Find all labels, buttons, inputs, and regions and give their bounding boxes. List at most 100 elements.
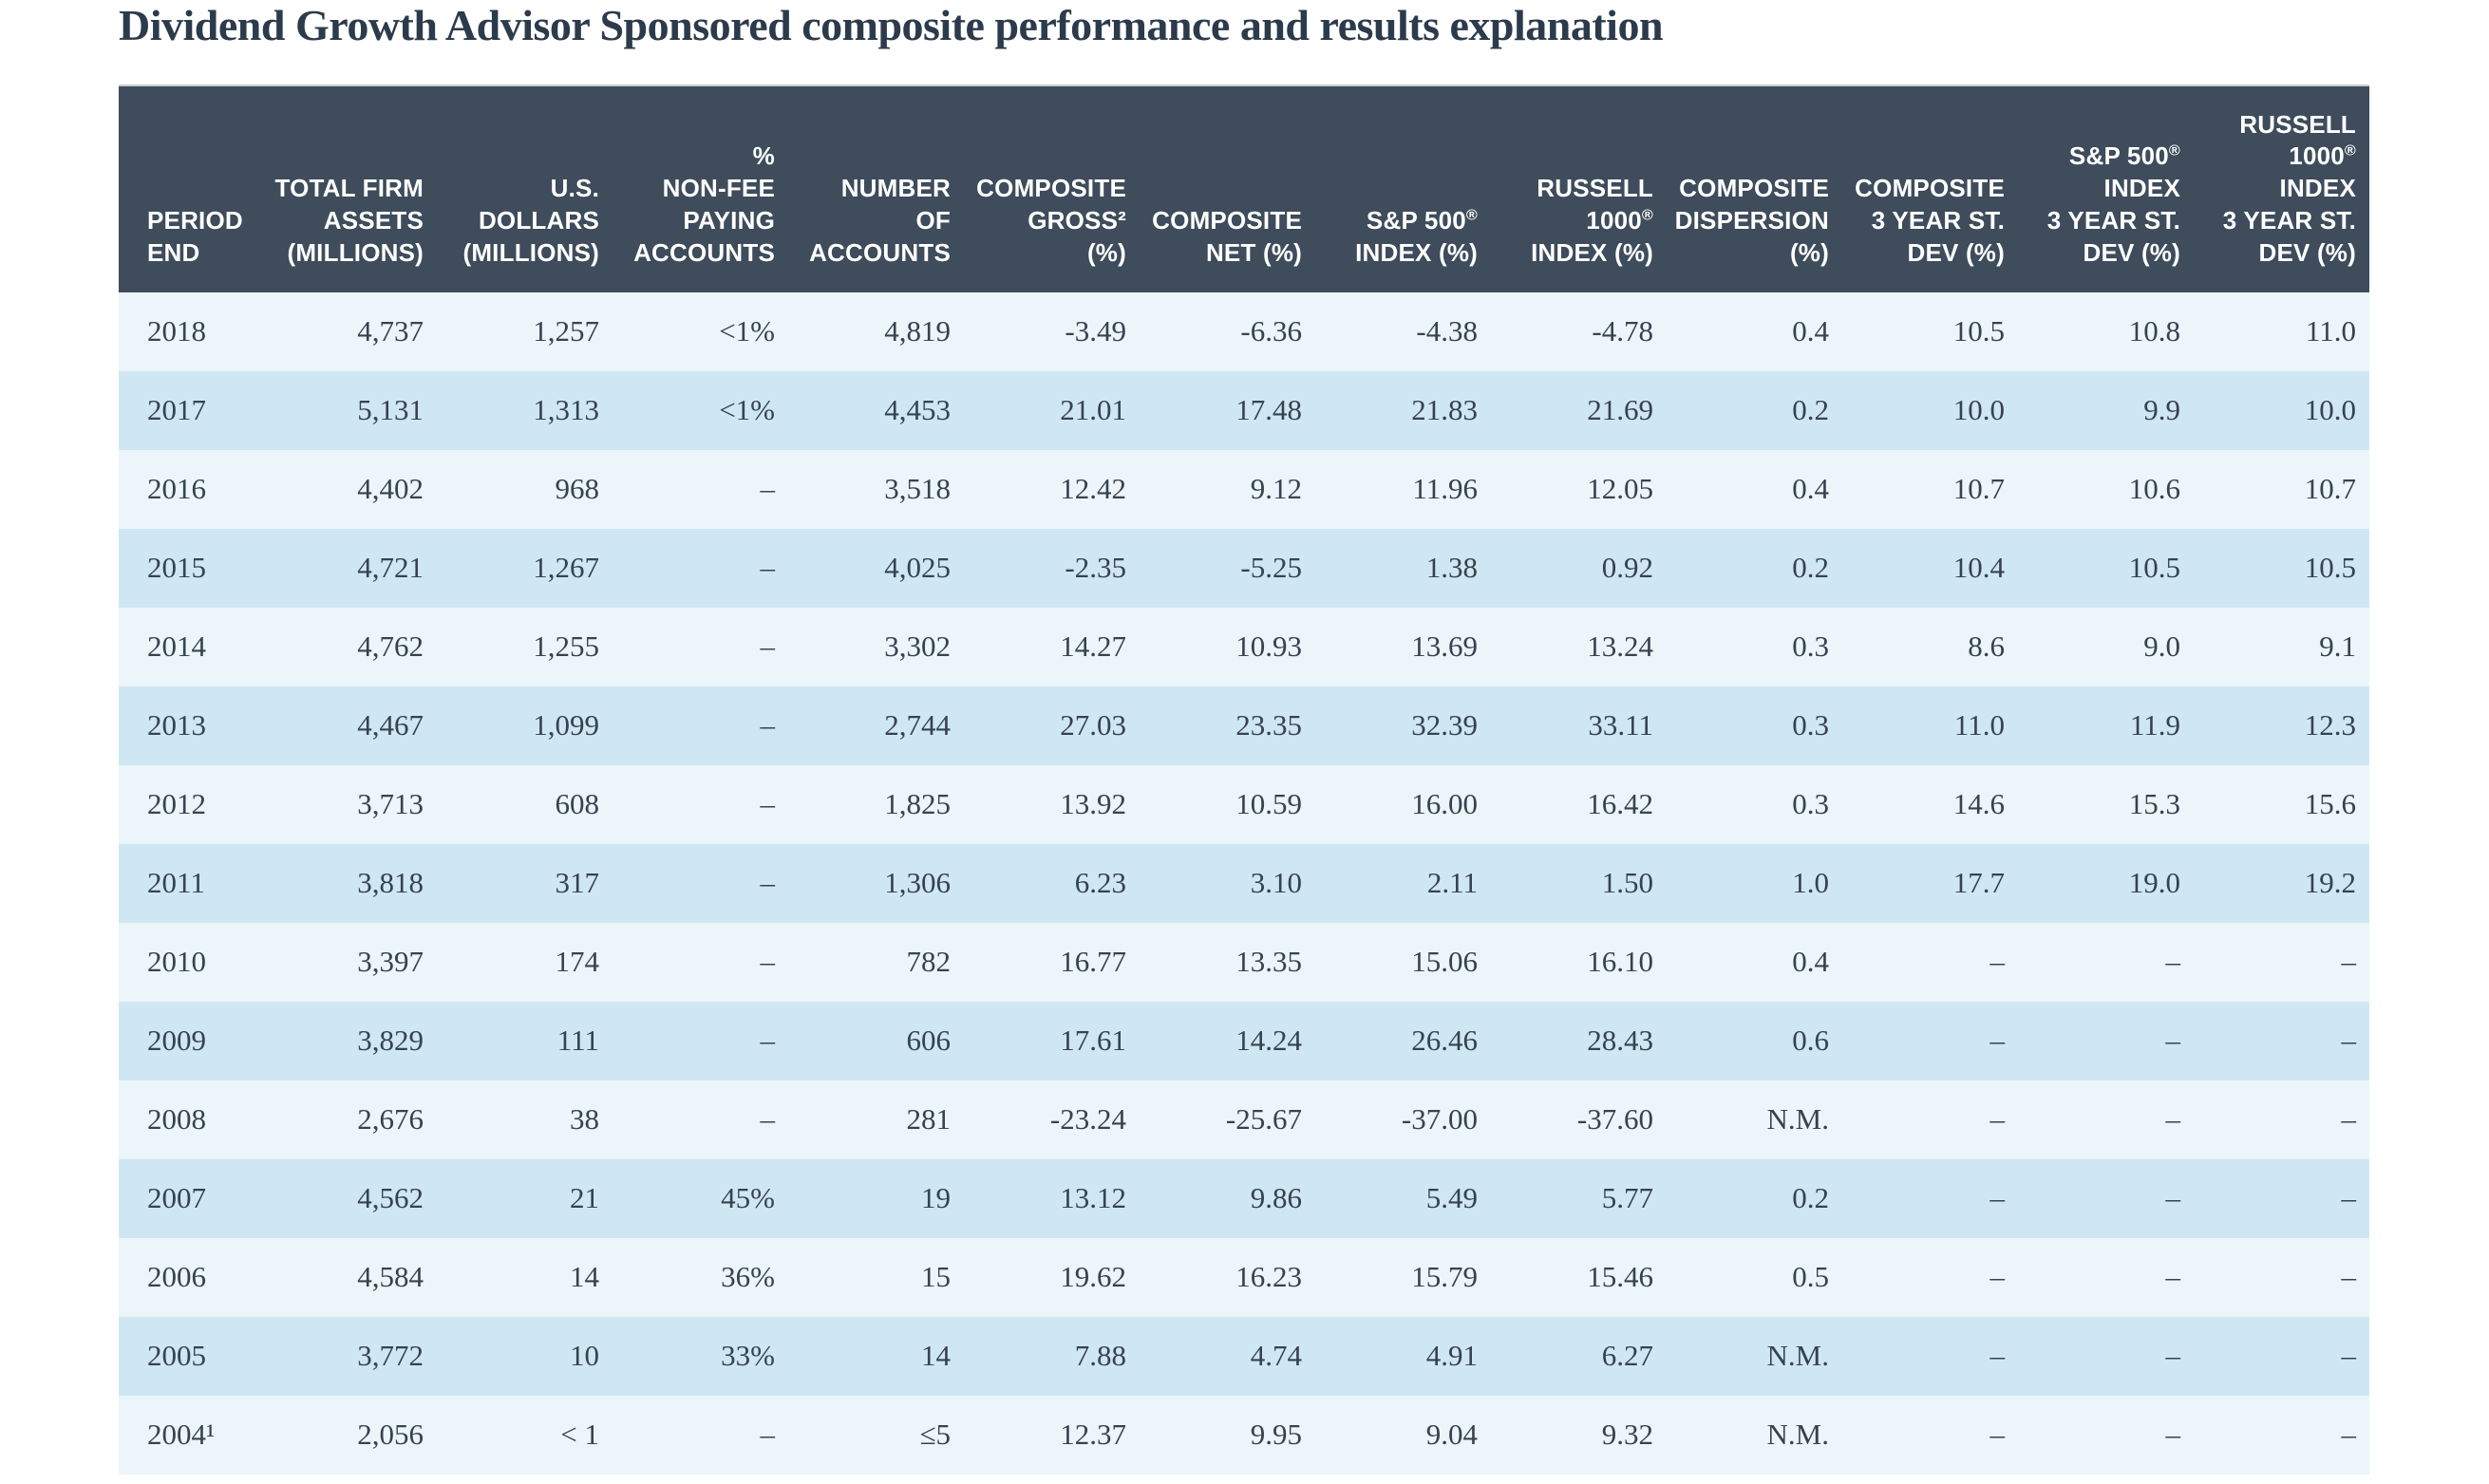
- cell-composite_dispersion: 0.4: [1792, 472, 1829, 506]
- cell-sp500_index: 5.49: [1425, 1181, 1478, 1215]
- table-row: 2009 3,829 111 – 606 17.61 14.24 26.46 28.43 0.6 –…: [119, 1001, 2369, 1080]
- cell-composite_net: -25.67: [1225, 1102, 1302, 1136]
- cell-pct_non_fee_paying: –: [760, 708, 776, 742]
- cell-sp500_3yr_stdev: 10.6: [2128, 472, 2180, 506]
- cell-sp500_index: 32.39: [1411, 708, 1478, 742]
- cell-composite_dispersion: N.M.: [1766, 1418, 1829, 1452]
- cell-us_dollars: 968: [555, 472, 600, 506]
- cell-us_dollars: 1,257: [533, 314, 599, 348]
- column-header-composite_net: COMPOSITE NET (%): [1140, 85, 1315, 292]
- cell-pct_non_fee_paying: <1%: [719, 393, 775, 427]
- cell-composite_gross: -3.49: [1065, 314, 1126, 348]
- cell-russell1000_index: 21.69: [1587, 393, 1653, 427]
- table-body: 2018 4,737 1,257 <1% 4,819 -3.49 -6.36 -4.38 -4.…: [119, 291, 2369, 1475]
- cell-sp500_3yr_stdev: –: [2165, 1024, 2181, 1058]
- cell-total_firm_assets: 4,402: [357, 472, 424, 506]
- cell-us_dollars: 14: [570, 1260, 599, 1294]
- cell-composite_net: 17.48: [1235, 393, 1302, 427]
- cell-sp500_index: 11.96: [1412, 472, 1478, 506]
- column-header-total_firm_assets: TOTAL FIRM ASSETS (MILLIONS): [261, 85, 437, 292]
- cell-composite_gross: 13.12: [1060, 1181, 1126, 1215]
- cell-russell1000_3yr_stdev: –: [2341, 1260, 2357, 1294]
- cell-number_of_accounts: 606: [906, 1024, 952, 1058]
- cell-russell1000_3yr_stdev: 12.3: [2304, 708, 2356, 742]
- cell-composite_gross: 17.61: [1060, 1024, 1126, 1058]
- cell-russell1000_3yr_stdev: 9.1: [2319, 629, 2356, 664]
- table-row: 2010 3,397 174 – 782 16.77 13.35 15.06 16.10 0.4 –…: [119, 922, 2369, 1002]
- cell-sp500_index: 2.11: [1426, 866, 1478, 900]
- cell-composite_net: 9.86: [1250, 1181, 1302, 1215]
- cell-russell1000_3yr_stdev: 10.5: [2304, 551, 2356, 585]
- cell-number_of_accounts: 4,025: [884, 551, 951, 585]
- cell-number_of_accounts: 4,453: [884, 393, 951, 427]
- cell-period_end: 2004¹: [147, 1418, 216, 1452]
- cell-number_of_accounts: 1,825: [884, 787, 951, 821]
- cell-composite_dispersion: 0.4: [1792, 314, 1829, 348]
- table-row: 2012 3,713 608 – 1,825 13.92 10.59 16.00 16.42 0.…: [119, 764, 2369, 844]
- table-row: 2017 5,131 1,313 <1% 4,453 21.01 17.48 21.83 21.…: [119, 370, 2369, 450]
- table-row: 2008 2,676 38 – 281 -23.24 -25.67 -37.00 -37.60 N…: [119, 1080, 2369, 1159]
- cell-sp500_3yr_stdev: –: [2165, 1181, 2181, 1215]
- cell-russell1000_3yr_stdev: 15.6: [2304, 787, 2356, 821]
- cell-russell1000_index: 16.42: [1587, 787, 1653, 821]
- cell-russell1000_3yr_stdev: –: [2341, 1102, 2357, 1136]
- table-row: 2005 3,772 10 33% 14 7.88 4.74 4.91 6.27 N.M. – – –: [119, 1316, 2369, 1396]
- cell-pct_non_fee_paying: –: [760, 1024, 776, 1058]
- cell-us_dollars: 1,313: [533, 393, 599, 427]
- cell-russell1000_index: 1.50: [1601, 866, 1653, 900]
- cell-composite_net: 9.12: [1250, 472, 1302, 506]
- cell-composite_gross: 6.23: [1074, 866, 1126, 900]
- cell-composite_dispersion: 0.6: [1792, 1024, 1829, 1058]
- cell-russell1000_index: 5.77: [1601, 1181, 1653, 1215]
- cell-pct_non_fee_paying: –: [760, 472, 776, 506]
- table-row: 2004¹ 2,056 < 1 – ≤5 12.37 9.95 9.04 9.32 N.M. – – –: [119, 1395, 2369, 1475]
- table-header: PERIOD END TOTAL FIRM ASSETS (MILLIONS) U.S. D…: [119, 85, 2369, 292]
- cell-composite_3yr_stdev: 10.0: [1952, 393, 2005, 427]
- cell-composite_dispersion: 0.5: [1792, 1260, 1829, 1294]
- cell-us_dollars: 174: [555, 945, 600, 979]
- cell-period_end: 2016: [147, 472, 206, 506]
- cell-composite_gross: -2.35: [1065, 551, 1126, 585]
- cell-russell1000_index: 9.32: [1601, 1418, 1653, 1452]
- cell-period_end: 2018: [147, 314, 206, 348]
- cell-period_end: 2017: [147, 393, 206, 427]
- cell-sp500_3yr_stdev: –: [2165, 1339, 2181, 1373]
- cell-russell1000_index: 13.24: [1587, 629, 1653, 664]
- column-header-composite_gross: COMPOSITE GROSS² (%): [964, 85, 1140, 292]
- cell-period_end: 2007: [147, 1181, 206, 1215]
- cell-pct_non_fee_paying: –: [760, 629, 776, 664]
- cell-sp500_3yr_stdev: 19.0: [2128, 866, 2180, 900]
- column-header-composite_dispersion: COMPOSITE DISPERSION (%): [1667, 85, 1842, 292]
- cell-russell1000_3yr_stdev: –: [2341, 1339, 2357, 1373]
- cell-composite_3yr_stdev: 10.7: [1952, 472, 2005, 506]
- cell-sp500_3yr_stdev: –: [2165, 945, 2181, 979]
- cell-pct_non_fee_paying: –: [760, 787, 776, 821]
- column-header-number_of_accounts: NUMBER OF ACCOUNTS: [788, 85, 964, 292]
- cell-composite_net: 9.95: [1250, 1418, 1302, 1452]
- cell-russell1000_3yr_stdev: 11.0: [2305, 314, 2356, 348]
- cell-composite_dispersion: 0.3: [1792, 629, 1829, 664]
- cell-number_of_accounts: 14: [921, 1339, 951, 1373]
- cell-period_end: 2008: [147, 1102, 206, 1136]
- cell-composite_3yr_stdev: –: [1989, 1339, 2006, 1373]
- table-row: 2016 4,402 968 – 3,518 12.42 9.12 11.96 12.05 0.4…: [119, 449, 2369, 529]
- cell-composite_gross: 16.77: [1060, 945, 1126, 979]
- cell-sp500_index: 21.83: [1411, 393, 1478, 427]
- cell-russell1000_3yr_stdev: 10.7: [2304, 472, 2356, 506]
- cell-composite_net: 13.35: [1235, 945, 1302, 979]
- cell-us_dollars: 21: [570, 1181, 599, 1215]
- cell-us_dollars: 10: [570, 1339, 599, 1373]
- cell-number_of_accounts: 19: [921, 1181, 951, 1215]
- cell-us_dollars: 1,099: [533, 708, 599, 742]
- cell-us_dollars: 1,255: [533, 629, 599, 664]
- cell-russell1000_3yr_stdev: –: [2341, 1418, 2357, 1452]
- cell-russell1000_index: 16.10: [1587, 945, 1653, 979]
- cell-russell1000_index: 33.11: [1588, 708, 1653, 742]
- cell-us_dollars: 38: [570, 1102, 599, 1136]
- cell-number_of_accounts: 782: [906, 945, 952, 979]
- cell-sp500_3yr_stdev: 15.3: [2128, 787, 2180, 821]
- table-row: 2013 4,467 1,099 – 2,744 27.03 23.35 32.39 33.11…: [119, 686, 2369, 765]
- cell-composite_dispersion: 0.2: [1792, 1181, 1829, 1215]
- cell-composite_gross: 19.62: [1060, 1260, 1126, 1294]
